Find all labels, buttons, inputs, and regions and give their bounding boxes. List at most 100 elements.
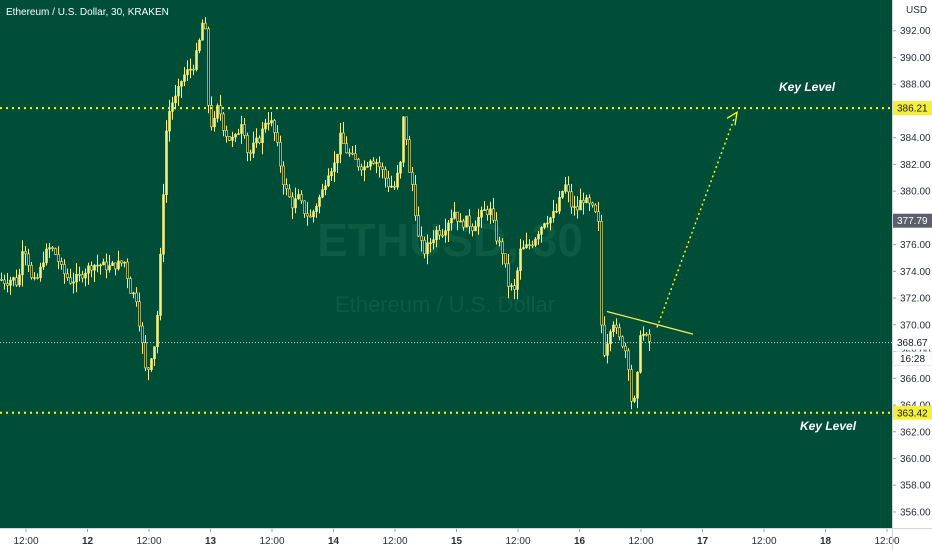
candle-body: [363, 166, 366, 171]
candle-body: [36, 277, 39, 279]
candle-body: [348, 152, 351, 155]
candle-body: [201, 22, 204, 41]
candle-body: [315, 206, 318, 212]
y-tick-label: 370.00: [900, 320, 931, 331]
candle-body: [375, 162, 378, 164]
candle-body: [258, 137, 261, 143]
candle-body: [480, 210, 483, 218]
trend-line[interactable]: [606, 310, 694, 335]
candle-body: [648, 333, 651, 342]
candle-body: [171, 102, 174, 112]
candle-body: [312, 211, 315, 218]
candle-body: [495, 219, 498, 242]
candle-body: [639, 335, 642, 373]
candle-body: [138, 301, 141, 327]
candle-body: [336, 153, 339, 164]
candle-body: [351, 152, 354, 155]
candle-body: [51, 247, 54, 249]
candle-body: [498, 240, 501, 243]
candle-body: [120, 260, 123, 264]
candle-body: [354, 153, 357, 160]
candle-body: [189, 68, 192, 71]
time-axis[interactable]: [0, 528, 932, 550]
x-tick-label: 14: [328, 536, 340, 547]
candle-body: [159, 253, 162, 316]
plot-area[interactable]: [0, 0, 892, 528]
candle-body: [267, 122, 270, 125]
currency-label: USD: [906, 5, 927, 16]
x-tick-label: 12:00: [13, 536, 38, 547]
x-tick-label: 12:00: [505, 536, 530, 547]
candle-body: [330, 171, 333, 177]
y-tick-label: 358.00: [900, 481, 931, 492]
candle-body: [567, 184, 570, 193]
candle-body: [273, 120, 276, 133]
candle-body: [228, 136, 231, 141]
candle-body: [42, 262, 45, 268]
candle-body: [81, 274, 84, 279]
candle-body: [162, 194, 165, 255]
candle-body: [381, 166, 384, 170]
candle-body: [90, 265, 93, 271]
candle-body: [411, 172, 414, 185]
x-tick-label: 12:00: [751, 536, 776, 547]
candle-body: [147, 367, 150, 370]
candle-body: [621, 336, 624, 347]
candle-body: [192, 68, 195, 71]
candle-body: [108, 265, 111, 271]
y-tick-label: 388.00: [900, 80, 931, 91]
candle-body: [195, 50, 198, 70]
y-tick-label: 360.00: [900, 454, 931, 465]
candle-body: [210, 105, 213, 128]
x-tick-label: 15: [451, 536, 463, 547]
candle-body: [630, 369, 633, 402]
candle-body: [597, 211, 600, 222]
candle-body: [471, 226, 474, 232]
candle-body: [111, 262, 114, 266]
candle-body: [534, 238, 537, 246]
candle-body: [555, 210, 558, 213]
candle-body: [615, 324, 618, 329]
candle-body: [417, 215, 420, 237]
candle-body: [24, 251, 27, 255]
candle-body: [582, 200, 585, 204]
candle-body: [39, 266, 42, 278]
candle-body: [339, 132, 342, 155]
candle-body: [204, 22, 207, 30]
candle-body: [558, 197, 561, 212]
candle-body: [450, 218, 453, 224]
candle-body: [168, 111, 171, 132]
candle-body: [309, 215, 312, 218]
candle-body: [135, 292, 138, 303]
candle-body: [519, 248, 522, 272]
candle-body: [468, 215, 471, 227]
candle-body: [462, 220, 465, 228]
candle-body: [78, 274, 81, 276]
price-axis[interactable]: [892, 0, 932, 550]
candle-body: [153, 346, 156, 360]
candle-body: [96, 264, 99, 267]
candle-body: [588, 197, 591, 204]
candle-body: [603, 324, 606, 356]
candle-body: [570, 191, 573, 208]
projection-arrow-head: [726, 111, 738, 126]
candle-body: [453, 211, 456, 219]
candle-body: [156, 315, 159, 348]
candle-body: [612, 324, 615, 332]
candle-body: [198, 39, 201, 51]
candle-body: [237, 133, 240, 135]
candle-body: [522, 247, 525, 250]
candle-body: [222, 113, 225, 131]
candle-body: [3, 279, 6, 284]
candle-body: [54, 248, 57, 255]
candle-body: [423, 239, 426, 255]
candle-body: [255, 137, 258, 144]
candle-body: [105, 261, 108, 271]
candle-body: [633, 397, 636, 402]
candle-body: [357, 159, 360, 168]
candle-body: [144, 342, 147, 369]
lower-key-level-label: Key Level: [800, 419, 857, 433]
candle-body: [537, 234, 540, 240]
